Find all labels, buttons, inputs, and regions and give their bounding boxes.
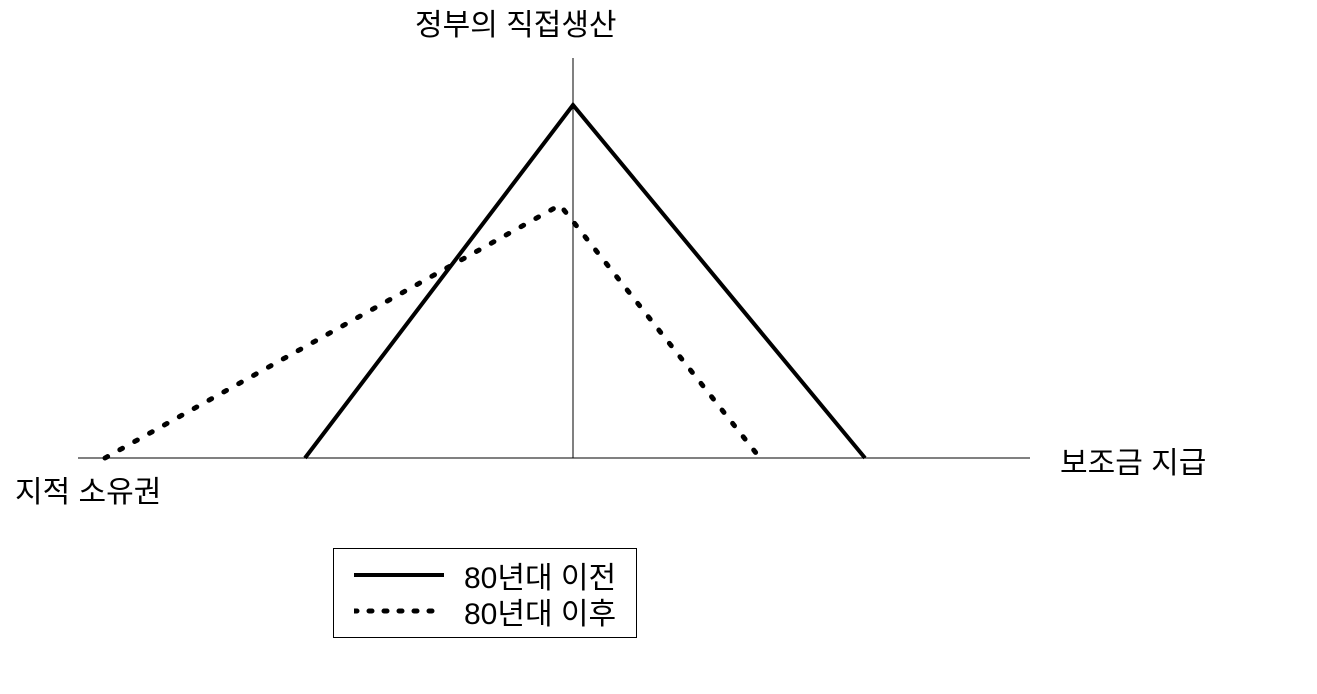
plot-svg	[0, 0, 1317, 540]
legend-row-after-80s: 80년대 이후	[354, 593, 616, 629]
series-before-80s	[305, 105, 865, 458]
series-after-80s	[105, 205, 760, 458]
legend-label-after-80s: 80년대 이후	[464, 589, 616, 633]
legend-swatch-solid	[354, 565, 444, 585]
legend-swatch-dotted	[354, 601, 444, 621]
legend-box: 80년대 이전 80년대 이후	[333, 548, 637, 638]
diagram-container: 정부의 직접생산 지적 소유권 보조금 지급 80년대 이전 80년대 이후	[0, 0, 1317, 694]
legend-row-before-80s: 80년대 이전	[354, 557, 616, 593]
